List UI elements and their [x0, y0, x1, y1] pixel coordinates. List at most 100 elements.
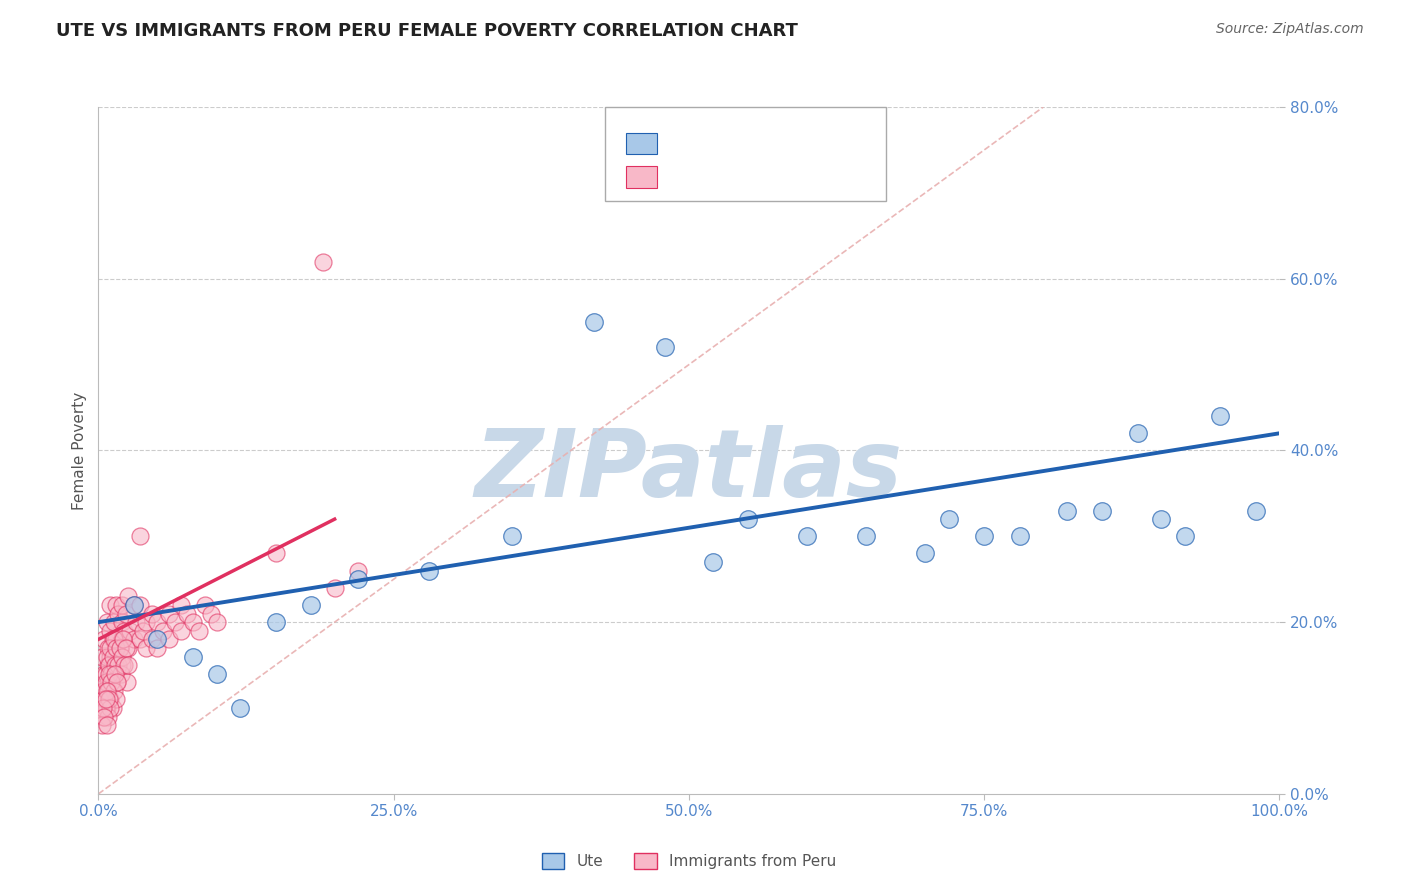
Point: [105, 675, 128, 690]
Point: [796, 529, 818, 543]
Point: [98, 666, 121, 681]
Point: [96, 649, 118, 664]
Point: [1150, 512, 1173, 526]
Point: [93, 692, 115, 706]
Point: [117, 640, 139, 655]
Point: [112, 632, 135, 647]
Point: [91, 709, 114, 723]
Point: [141, 632, 163, 647]
Point: [170, 624, 193, 638]
Point: [114, 607, 136, 621]
Point: [104, 658, 127, 673]
Point: [117, 590, 139, 604]
Point: [312, 254, 335, 268]
Point: [112, 658, 135, 673]
Point: [98, 658, 121, 673]
Point: [264, 546, 287, 561]
Point: [98, 649, 121, 664]
Text: 0.450: 0.450: [700, 165, 748, 180]
Point: [418, 564, 440, 578]
Point: [105, 675, 128, 690]
Point: [347, 572, 370, 586]
Point: [157, 607, 180, 621]
Point: [938, 512, 960, 526]
Point: [205, 666, 228, 681]
Point: [101, 649, 124, 664]
Point: [1008, 529, 1031, 543]
Point: [96, 615, 118, 630]
Point: [97, 683, 120, 698]
Point: [128, 598, 150, 612]
Point: [229, 701, 252, 715]
Text: 27: 27: [792, 131, 813, 146]
Text: R =: R =: [664, 165, 697, 180]
Point: [108, 640, 131, 655]
Point: [122, 598, 145, 612]
Point: [94, 675, 117, 690]
Point: [96, 683, 118, 698]
Y-axis label: Female Poverty: Female Poverty: [72, 392, 87, 509]
Point: [1209, 409, 1232, 423]
Point: [1126, 426, 1149, 441]
Point: [501, 529, 523, 543]
Text: N =: N =: [758, 131, 792, 146]
Point: [200, 607, 222, 621]
Point: [105, 692, 128, 706]
Text: UTE VS IMMIGRANTS FROM PERU FEMALE POVERTY CORRELATION CHART: UTE VS IMMIGRANTS FROM PERU FEMALE POVER…: [56, 22, 799, 40]
Text: Source: ZipAtlas.com: Source: ZipAtlas.com: [1216, 22, 1364, 37]
Point: [654, 340, 676, 354]
Point: [111, 632, 134, 647]
Point: [98, 701, 121, 715]
Point: [91, 701, 114, 715]
Point: [93, 666, 115, 681]
Point: [323, 581, 346, 595]
Point: [128, 529, 150, 543]
Point: [91, 701, 114, 715]
Point: [128, 632, 150, 647]
Point: [94, 692, 117, 706]
Point: [103, 632, 125, 647]
Point: [1174, 529, 1197, 543]
Point: [107, 658, 129, 673]
Point: [101, 666, 124, 681]
Point: [135, 615, 157, 630]
Point: [97, 640, 120, 655]
Point: [125, 615, 148, 630]
Point: [100, 675, 122, 690]
Point: [737, 512, 759, 526]
Point: [914, 546, 936, 561]
Point: [157, 632, 180, 647]
Point: [105, 640, 128, 655]
Point: [114, 640, 136, 655]
Point: [97, 658, 120, 673]
Point: [111, 658, 134, 673]
Point: [112, 624, 135, 638]
Point: [91, 649, 114, 664]
Point: [132, 624, 155, 638]
Point: [101, 632, 124, 647]
Point: [94, 701, 117, 715]
Point: [1091, 503, 1114, 517]
Point: [96, 701, 118, 715]
Point: [973, 529, 995, 543]
Point: [347, 564, 370, 578]
Point: [146, 640, 169, 655]
Point: [103, 683, 125, 698]
Point: [105, 649, 128, 664]
Text: 102: 102: [792, 165, 824, 180]
Point: [152, 624, 174, 638]
Point: [98, 624, 121, 638]
Point: [97, 709, 120, 723]
Point: [122, 632, 145, 647]
Point: [187, 624, 209, 638]
Point: [181, 649, 204, 664]
Point: [103, 615, 125, 630]
Text: ZIPatlas: ZIPatlas: [475, 425, 903, 517]
Legend: Ute, Immigrants from Peru: Ute, Immigrants from Peru: [536, 847, 842, 876]
Point: [91, 683, 114, 698]
Point: [141, 607, 163, 621]
Point: [120, 624, 142, 638]
Point: [98, 692, 121, 706]
Point: [105, 598, 128, 612]
Point: [93, 692, 115, 706]
